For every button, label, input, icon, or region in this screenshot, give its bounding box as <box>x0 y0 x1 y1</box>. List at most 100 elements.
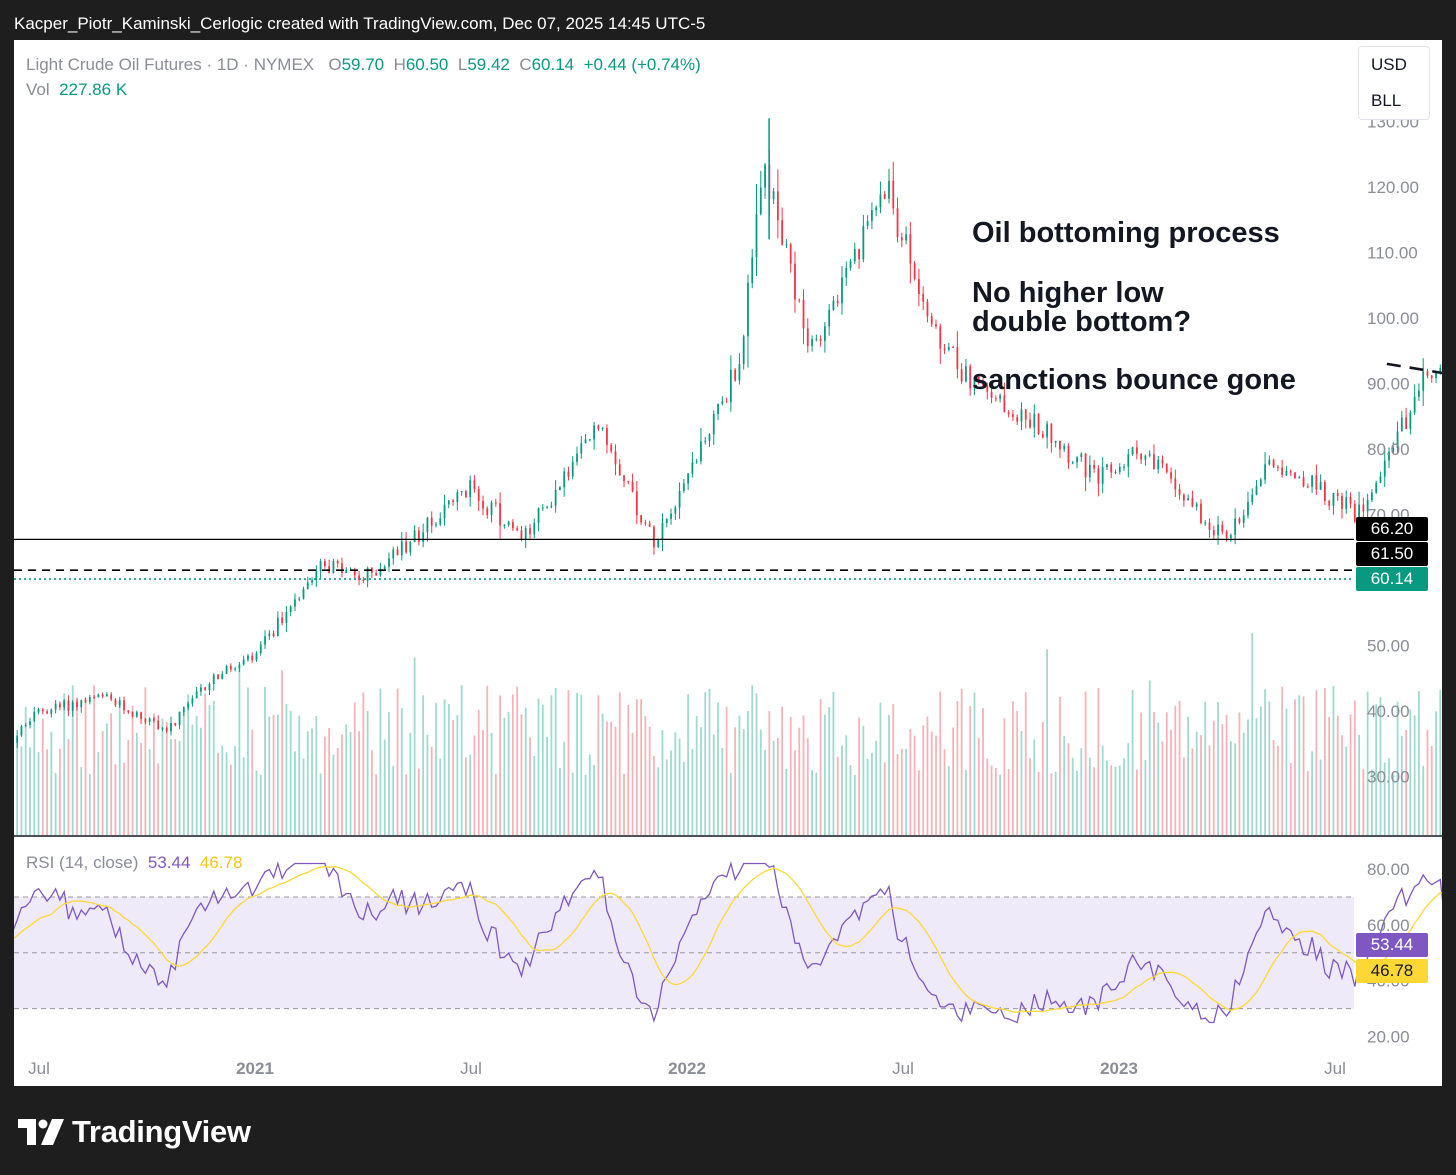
candle-body <box>738 363 741 381</box>
time-axis[interactable]: Jul2021Jul2022Jul2023Jul2024Jul2025Jul20… <box>28 1059 1442 1078</box>
price-axis[interactable]: 130.00120.00110.00100.0090.0080.0070.005… <box>14 113 1442 837</box>
volume-bar <box>1174 705 1177 835</box>
candle-body <box>1302 477 1305 487</box>
candle-body <box>123 700 125 711</box>
volume-bar <box>396 688 399 835</box>
close-value: 60.14 <box>531 55 575 74</box>
volume-bar <box>1037 771 1040 835</box>
candle-body <box>106 694 108 697</box>
candle-body <box>264 636 266 645</box>
volume-bar <box>1020 731 1023 835</box>
volume-bar <box>802 715 805 835</box>
volume-bar <box>1264 689 1266 835</box>
volume-bar <box>20 746 23 835</box>
volume-bar <box>990 765 993 835</box>
volume-bar <box>930 731 933 835</box>
volume-bar <box>1353 700 1356 835</box>
volume-bar <box>1255 718 1258 835</box>
volume-bar <box>400 708 403 835</box>
candle-body <box>1033 413 1036 428</box>
candle-body <box>1170 472 1172 479</box>
candle-body <box>832 300 835 310</box>
volume-bar <box>1187 716 1190 835</box>
candle-body <box>533 522 536 535</box>
candle-body <box>853 249 856 262</box>
volume-label[interactable]: Vol <box>26 80 50 99</box>
volume-bar <box>845 735 848 835</box>
candle-body <box>409 542 412 553</box>
volume-bar <box>456 715 459 835</box>
candle-body <box>841 277 843 304</box>
volume-bar <box>289 710 292 835</box>
candle-body <box>319 561 322 572</box>
candle-body <box>1328 500 1331 506</box>
currency-selector[interactable]: USD BLL <box>1358 46 1430 120</box>
candle-body <box>1097 468 1100 484</box>
volume-bar <box>1144 759 1147 835</box>
volume-bar <box>520 714 523 835</box>
time-tick: 2021 <box>236 1059 274 1078</box>
candle-body <box>1016 417 1019 422</box>
volume-bar <box>332 754 335 835</box>
candle-body <box>452 500 454 503</box>
candle-body <box>947 346 950 350</box>
volume-bar <box>823 714 826 835</box>
rsi-title[interactable]: RSI (14, close) <box>26 853 139 872</box>
candle-body <box>828 309 831 327</box>
candle-body <box>1298 477 1301 479</box>
volume-bar <box>768 711 771 835</box>
candle-body <box>879 194 882 208</box>
symbol-legend: Light Crude Oil Futures · 1D · NYMEX O59… <box>26 55 701 75</box>
tradingview-logo[interactable]: TradingView <box>18 1112 251 1152</box>
volume-bar <box>362 692 365 835</box>
volume-bar <box>1362 769 1365 835</box>
candle-body <box>118 700 121 706</box>
volume-bar <box>1272 739 1275 835</box>
volume-bar <box>1341 735 1343 835</box>
change-value: +0.44 (+0.74%) <box>583 55 701 74</box>
volume-bar <box>383 739 386 835</box>
volume-bar <box>469 754 472 835</box>
candle-body <box>695 461 698 463</box>
candle-body <box>204 687 207 691</box>
volume-bar <box>541 704 544 835</box>
time-tick: Jul <box>28 1059 50 1078</box>
volume-bar <box>982 708 984 835</box>
candle-body <box>486 508 489 516</box>
volume-bar <box>1315 690 1318 835</box>
symbol-title[interactable]: Light Crude Oil Futures · 1D · NYMEX <box>26 55 315 74</box>
high-label: H <box>393 55 406 74</box>
candle-body <box>1379 476 1382 483</box>
volume-bar <box>888 714 890 835</box>
time-tick: 2023 <box>1100 1059 1138 1078</box>
volume-bar <box>712 734 715 835</box>
candle-body <box>29 721 31 726</box>
volume-bar <box>1311 751 1313 835</box>
candle-body <box>302 588 305 599</box>
volume-bar <box>272 714 275 835</box>
chart-canvas[interactable]: 130.00120.00110.00100.0090.0080.0070.005… <box>14 40 1442 1086</box>
candle-body <box>24 725 27 727</box>
volume-bar <box>315 716 318 835</box>
candle-body <box>229 666 232 670</box>
volume-bar <box>1123 758 1125 835</box>
candle-body <box>875 207 878 211</box>
volume-bar <box>1003 718 1006 835</box>
candle-body <box>494 502 497 504</box>
candle-body <box>1110 464 1113 473</box>
candle-body <box>405 541 407 553</box>
candle-body <box>251 655 254 661</box>
contract-unit[interactable]: BLL <box>1371 91 1402 110</box>
low-value: 59.42 <box>467 55 510 74</box>
candle-body <box>332 560 335 573</box>
candle-body <box>870 210 873 222</box>
volume-bar <box>900 749 903 835</box>
volume-bar <box>879 702 882 835</box>
volume-bar <box>294 751 296 835</box>
currency-unit[interactable]: USD <box>1371 55 1407 74</box>
level-tag-61-50: 61.50 <box>1356 542 1428 566</box>
volume-bar <box>1016 711 1019 835</box>
volume-bar <box>533 756 536 835</box>
volume-bar <box>1349 714 1352 835</box>
volume-bar <box>24 707 27 835</box>
